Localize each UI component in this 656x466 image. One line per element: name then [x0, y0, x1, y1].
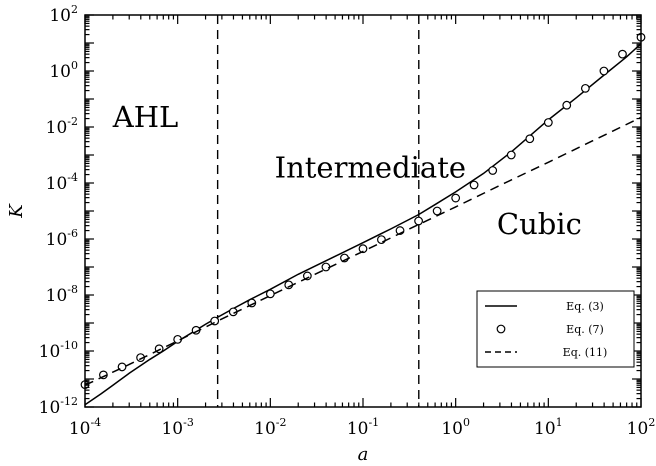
plot-marks — [80, 15, 646, 407]
series-eq-3-line — [84, 43, 642, 406]
series-eq-7-point — [358, 244, 368, 254]
region-labels: AHL Intermediate Cubic — [112, 100, 582, 241]
y-tick-label: 100 — [49, 59, 78, 82]
legend-label: Eq. (7) — [566, 323, 604, 336]
series-eq-7-point — [599, 66, 609, 76]
y-tick-label: 10-2 — [46, 115, 78, 138]
region-label-intermediate: Intermediate — [275, 150, 466, 184]
y-axis-title: K — [6, 203, 27, 219]
tick-labels: 10-4 10-3 10-2 10-1 100 101 102 10-12 10-10 10-8 1… — [39, 3, 656, 439]
series-eq-7-point — [618, 49, 627, 59]
series-eq-7-point — [543, 118, 553, 127]
legend: Eq. (3) Eq. (7) Eq. (11) — [476, 290, 635, 368]
y-tick-label: 102 — [49, 3, 78, 26]
series-eq-7-point — [469, 180, 479, 190]
series-eq-7-point — [506, 150, 516, 160]
y-tick-label: 10-12 — [39, 395, 78, 418]
y-tick-label: 10-8 — [46, 283, 78, 306]
series-eq-7-point — [414, 216, 423, 226]
x-axis-title: a — [358, 444, 369, 465]
axis-ticks — [84, 14, 642, 408]
x-tick-label: 10-1 — [347, 416, 379, 439]
series-eq-7-point — [451, 193, 461, 203]
x-tick-label: 10-4 — [69, 416, 101, 439]
series-eq-7-point — [562, 100, 572, 110]
x-tick-label: 100 — [441, 416, 470, 439]
region-label-cubic: Cubic — [497, 207, 582, 241]
x-tick-label: 101 — [534, 416, 563, 439]
legend-label: Eq. (11) — [563, 346, 608, 359]
region-label-ahl: AHL — [112, 100, 179, 134]
y-tick-label: 10-4 — [46, 171, 78, 194]
x-tick-label: 10-2 — [254, 416, 286, 439]
series-eq-7-point — [580, 83, 590, 93]
series-eq-7-point — [432, 206, 442, 216]
legend-label: Eq. (3) — [566, 300, 604, 313]
x-tick-label: 10-3 — [161, 416, 193, 439]
series-eq-7-point — [377, 235, 386, 245]
series-eq-7-point — [525, 134, 535, 144]
legend-marker-circle — [496, 324, 506, 334]
y-tick-label: 10-10 — [39, 339, 78, 362]
x-tick-label: 102 — [627, 416, 656, 439]
series-eq-7-point — [488, 166, 498, 175]
series-eq-11-line — [84, 116, 642, 386]
y-tick-label: 10-6 — [46, 227, 78, 250]
